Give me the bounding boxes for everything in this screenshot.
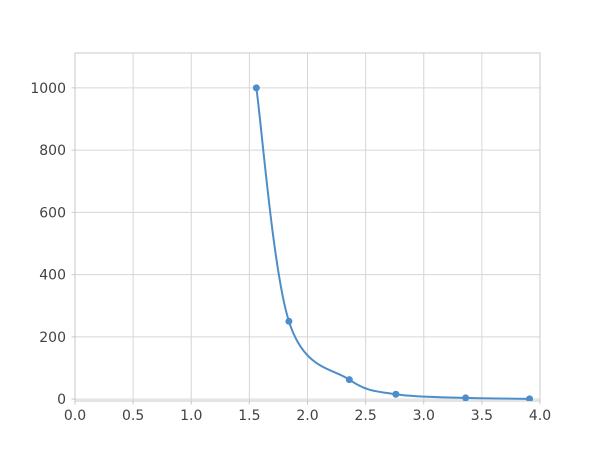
- x-tick-label: 2.5: [354, 408, 376, 424]
- series-line: [255, 86, 531, 400]
- x-tick-label: 1.0: [180, 408, 202, 424]
- series-standard-curve: [252, 84, 534, 401]
- x-tick-label: 0.5: [122, 408, 144, 424]
- y-tick-label: 800: [39, 143, 66, 159]
- data-point-marker: [526, 395, 534, 401]
- data-point-marker: [252, 84, 260, 92]
- y-tick-label: 400: [39, 268, 66, 284]
- plot-border: [74, 52, 541, 402]
- data-point-marker: [462, 394, 470, 401]
- x-tick-label: 0.0: [64, 408, 86, 424]
- y-tick-label: 0: [57, 392, 66, 408]
- x-tick-label: 3.5: [471, 408, 493, 424]
- x-tick-label: 1.5: [238, 408, 260, 424]
- x-tick-label: 2.0: [296, 408, 318, 424]
- data-point-marker: [392, 390, 400, 398]
- data-point-marker: [345, 376, 353, 384]
- data-point-marker: [285, 317, 293, 325]
- y-tick-label: 1000: [30, 81, 66, 97]
- x-tick-label: 4.0: [529, 408, 551, 424]
- y-tick-label: 200: [39, 330, 66, 346]
- y-tick-label: 600: [39, 205, 66, 221]
- x-tick-label: 3.0: [413, 408, 435, 424]
